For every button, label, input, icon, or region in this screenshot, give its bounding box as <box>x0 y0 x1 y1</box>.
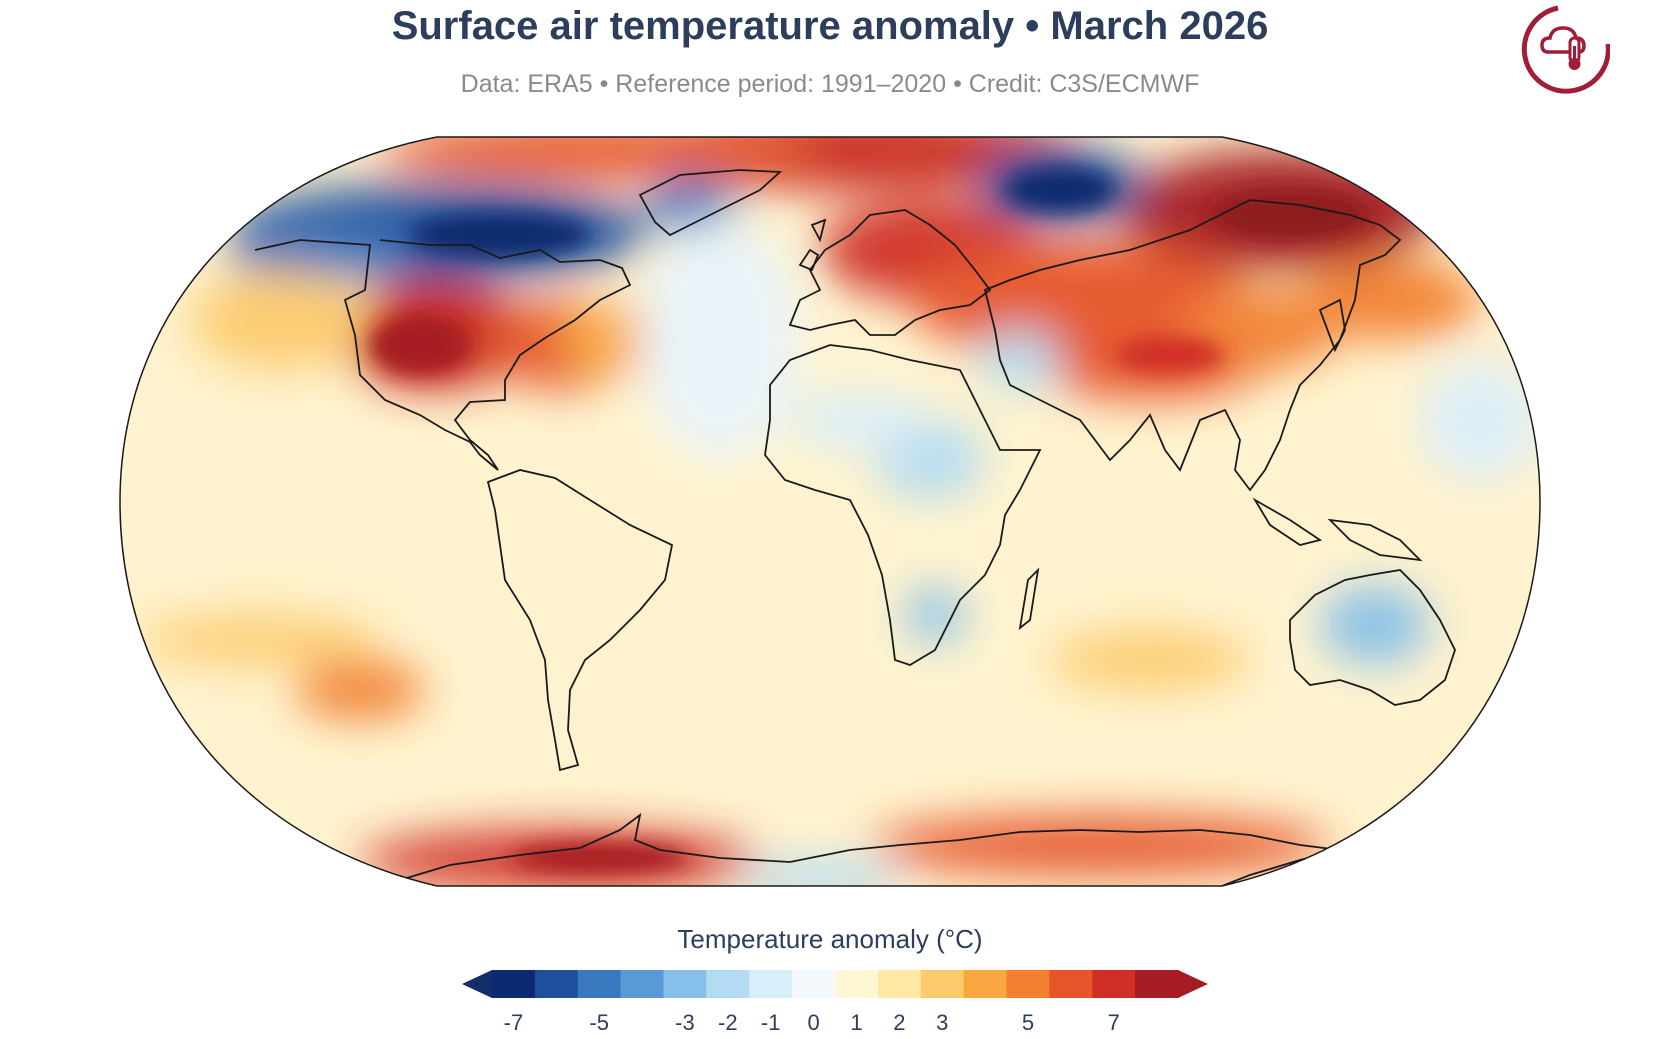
colorbar-tick-label: -1 <box>760 1010 781 1035</box>
colorbar-tick-label: 3 <box>936 1010 949 1035</box>
colorbar-tick-label: 2 <box>893 1010 906 1035</box>
colorbar-tick-label: -7 <box>503 1010 524 1035</box>
colorbar-tick-label: 7 <box>1107 1010 1120 1035</box>
c3s-logo-icon <box>1521 5 1610 94</box>
colorbar-tick-label: 1 <box>850 1010 863 1035</box>
map-frame <box>119 136 1541 887</box>
map-subtitle: Data: ERA5 • Reference period: 1991–2020… <box>460 70 1200 98</box>
colorbar-tick-label: -3 <box>675 1010 695 1035</box>
colorbar-title: Temperature anomaly (°C) <box>677 924 983 954</box>
colorbar-tick-label: 0 <box>807 1010 820 1035</box>
coastlines <box>254 169 1527 886</box>
map-title: Surface air temperature anomaly • March … <box>391 4 1269 48</box>
colorbar-tick-label: -5 <box>589 1010 609 1035</box>
colorbar-tick-label: -2 <box>718 1010 738 1035</box>
colorbar-tick-label: 5 <box>1021 1010 1035 1035</box>
